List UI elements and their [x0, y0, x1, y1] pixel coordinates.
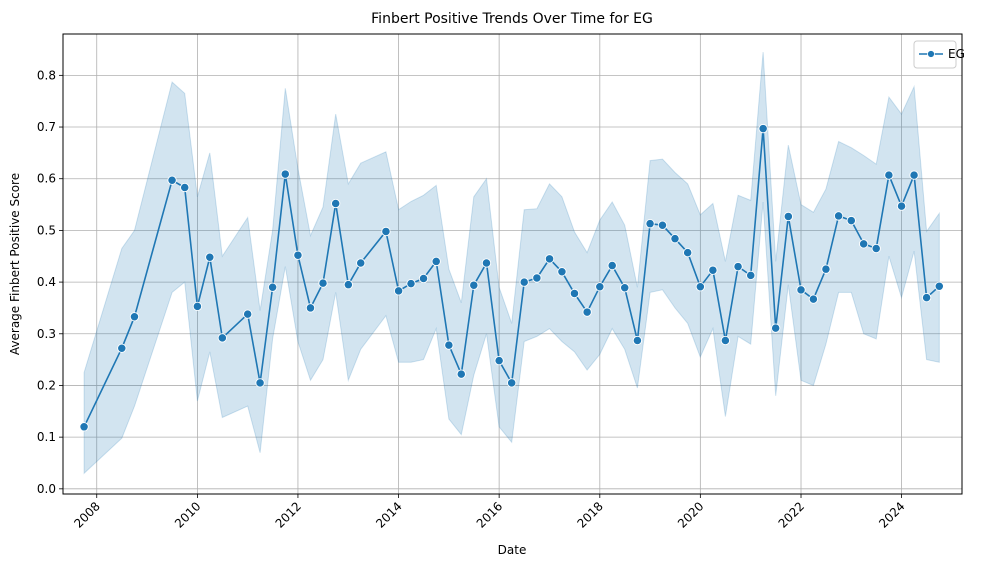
confidence-band-area [83, 52, 940, 475]
y-tick-label: 0.2 [37, 378, 56, 392]
data-point [846, 215, 856, 226]
data-point [569, 288, 580, 299]
data-point [934, 281, 944, 291]
data-point [632, 335, 643, 346]
plot-area-frame [62, 33, 963, 495]
data-point [280, 169, 290, 179]
data-point [557, 267, 567, 277]
data-point [331, 198, 341, 209]
data-point [683, 247, 693, 258]
legend-label: EG [948, 47, 965, 61]
y-tick-label: 0.8 [37, 68, 56, 82]
data-point [456, 369, 466, 379]
data-point [771, 323, 781, 333]
legend: EG [913, 40, 965, 69]
data-point [79, 422, 89, 432]
data-point [481, 258, 492, 268]
data-point [620, 283, 630, 293]
data-point [519, 277, 529, 287]
data-point [909, 170, 919, 180]
data-point [255, 378, 265, 388]
data-point [708, 265, 718, 275]
y-tick-label: 0.5 [37, 223, 56, 237]
data-point [758, 123, 768, 134]
data-point [305, 303, 316, 313]
data-point [670, 234, 680, 244]
chart-title: Finbert Positive Trends Over Time for EG [371, 11, 653, 27]
data-point [192, 301, 203, 312]
data-point [406, 278, 416, 289]
data-point [393, 286, 404, 296]
data-point [356, 258, 366, 268]
data-point [783, 211, 793, 222]
data-point [217, 333, 227, 343]
y-tick-label: 0.0 [37, 482, 56, 496]
y-tick-label: 0.3 [37, 327, 56, 341]
data-point [733, 261, 743, 272]
data-point [821, 264, 831, 274]
series-markers [79, 123, 944, 432]
data-point [695, 282, 705, 292]
data-point [494, 356, 504, 366]
data-point [129, 312, 140, 322]
data-point [343, 280, 353, 290]
data-point [645, 219, 655, 229]
data-point [595, 282, 605, 292]
data-point [544, 254, 555, 264]
data-point [532, 273, 542, 283]
data-point [657, 220, 668, 230]
data-point [243, 309, 253, 319]
data-point [444, 340, 454, 350]
data-point [205, 252, 215, 262]
x-axis-title: Date [498, 543, 527, 557]
data-point [746, 270, 756, 281]
data-point [180, 182, 190, 193]
confidence-band [83, 52, 940, 475]
data-point [859, 239, 869, 249]
grid [63, 34, 962, 494]
data-point [833, 211, 844, 221]
data-point [267, 282, 278, 292]
data-point [871, 243, 881, 254]
y-tick-label: 0.4 [37, 275, 56, 289]
data-point [431, 256, 441, 267]
data-point [418, 273, 429, 284]
y-axis-ticks: 0.0 0.1 0.2 0.3 0.4 0.5 0.6 0.7 0.8 [37, 68, 63, 496]
data-point [117, 343, 127, 353]
legend-marker-swatch [927, 50, 935, 58]
data-point [582, 307, 592, 317]
data-point [808, 294, 819, 304]
data-point [381, 226, 391, 237]
data-point [507, 378, 517, 388]
data-point [796, 285, 806, 295]
data-point [921, 292, 932, 303]
data-point [293, 250, 303, 260]
data-point [884, 170, 894, 180]
y-axis-title: Average Finbert Positive Score [8, 173, 22, 355]
y-tick-label: 0.6 [37, 172, 56, 186]
data-point [167, 175, 177, 185]
data-point [720, 335, 731, 346]
data-point [607, 260, 617, 271]
y-tick-label: 0.7 [37, 120, 56, 134]
data-point [318, 278, 328, 288]
data-point [469, 280, 479, 290]
y-tick-label: 0.1 [37, 430, 56, 444]
data-point [896, 201, 907, 211]
